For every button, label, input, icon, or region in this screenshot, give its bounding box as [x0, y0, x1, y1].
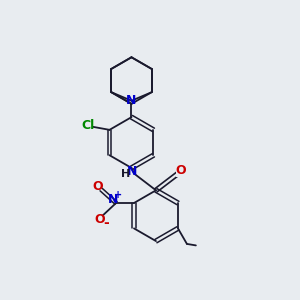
- Text: Cl: Cl: [81, 119, 94, 132]
- Text: +: +: [114, 190, 122, 200]
- Text: N: N: [108, 193, 118, 206]
- Text: O: O: [176, 164, 186, 177]
- Text: O: O: [94, 213, 105, 226]
- Text: O: O: [92, 180, 103, 193]
- Text: -: -: [103, 216, 109, 230]
- Text: N: N: [126, 94, 137, 107]
- Text: N: N: [127, 165, 137, 178]
- Text: H: H: [122, 169, 131, 179]
